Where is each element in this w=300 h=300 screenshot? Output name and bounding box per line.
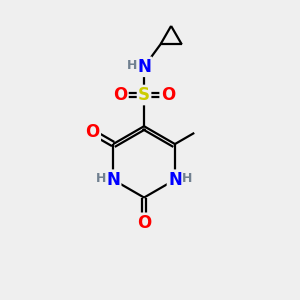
Text: H: H	[126, 59, 137, 72]
Text: N: N	[106, 171, 120, 189]
Text: O: O	[113, 86, 127, 104]
Text: O: O	[85, 123, 100, 141]
Text: O: O	[137, 214, 151, 232]
Text: H: H	[182, 172, 193, 185]
Text: N: N	[168, 171, 182, 189]
Text: O: O	[161, 86, 175, 104]
Text: N: N	[137, 58, 151, 76]
Text: S: S	[138, 86, 150, 104]
Text: H: H	[95, 172, 106, 185]
